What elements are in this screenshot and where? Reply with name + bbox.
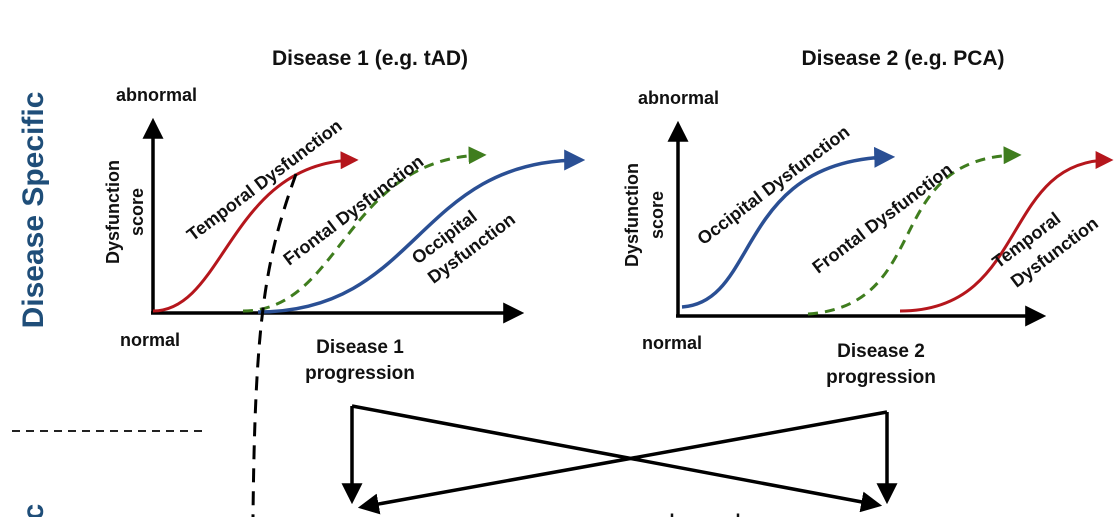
panel-1-title: Disease 1 (e.g. tAD): [272, 47, 468, 70]
crossing-arrows: [341, 404, 898, 515]
panel-1-curve-occipital: [257, 149, 586, 314]
panel-2-label-frontal: Frontal Dysfunction: [808, 159, 956, 277]
cross-arrow-right-to-left: [357, 410, 888, 515]
panel-2-curve-frontal: [807, 146, 1022, 316]
panel-2-label-occipital: Occipital Dysfunction: [693, 122, 853, 249]
panel-1-x-axis-label-line2: progression: [305, 363, 415, 384]
panel-1-y-axis-label-line2: score: [127, 188, 147, 236]
threshold-dashed-curve: [251, 173, 298, 517]
panel-2-x-axis-label-line2: progression: [826, 367, 936, 388]
panel-disease-1: Disease 1 (e.g. tAD) abnormal normal Dys…: [103, 47, 586, 384]
panel-2-title: Disease 2 (e.g. PCA): [801, 47, 1004, 70]
bottom-partial-label: abnormal: [659, 511, 740, 517]
side-label-disease-specific: Disease Specific: [17, 92, 50, 329]
panel-1-y-bottom-label: normal: [120, 330, 180, 350]
panel-1-curve-temporal: [152, 151, 359, 313]
panel-disease-2: Disease 2 (e.g. PCA) abnormal normal Dys…: [622, 47, 1114, 388]
panel-2-y-top-label: abnormal: [638, 88, 719, 108]
panel-2-curve-temporal: [899, 151, 1114, 313]
panel-2-x-axis-label-line1: Disease 2: [837, 341, 925, 362]
panel-1-curve-frontal: [242, 146, 487, 313]
panel-2-y-axis-label-line1: Dysfunction: [622, 163, 642, 267]
panel-2-y-bottom-label: normal: [642, 333, 702, 353]
panel-2-y-axis-label-line2: score: [647, 191, 667, 239]
panel-1-y-top-label: abnormal: [116, 85, 197, 105]
panel-1-label-frontal: Frontal Dysfunction: [279, 151, 427, 269]
panel-1-x-axis-label-line1: Disease 1: [316, 337, 404, 358]
panel-1-y-axis-label-line1: Dysfunction: [103, 160, 123, 264]
side-label-partial: c: [17, 504, 50, 517]
cross-arrow-left-to-right: [351, 404, 883, 513]
panel-2-curve-occipital: [681, 146, 896, 309]
